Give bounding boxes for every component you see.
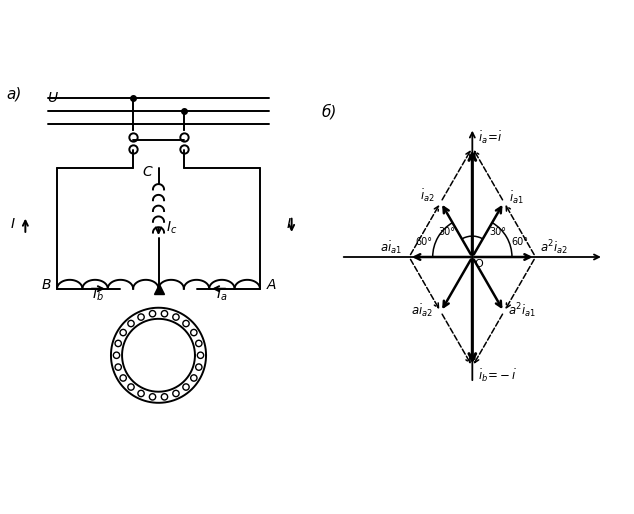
Text: $\dot{\imath}_{a2}$: $\dot{\imath}_{a2}$ (420, 188, 434, 204)
Text: б): б) (321, 103, 337, 119)
Text: $I_b$: $I_b$ (92, 286, 104, 303)
Text: 30°: 30° (489, 227, 506, 237)
Text: 30°: 30° (439, 227, 456, 237)
Text: A: A (266, 278, 276, 292)
Text: 60°: 60° (512, 237, 529, 247)
Text: I: I (287, 217, 291, 231)
Text: U: U (48, 90, 58, 105)
Text: O: O (474, 260, 483, 269)
Text: $I_a$: $I_a$ (216, 286, 227, 303)
Text: $a\dot{\imath}_{a1}$: $a\dot{\imath}_{a1}$ (380, 240, 402, 256)
Text: 60°: 60° (416, 237, 433, 247)
Text: $\dot{\imath}_b\!=\!-\dot{\imath}$: $\dot{\imath}_b\!=\!-\dot{\imath}$ (477, 368, 517, 384)
Text: C: C (143, 165, 152, 179)
Text: $a\dot{\imath}_{a2}$: $a\dot{\imath}_{a2}$ (411, 302, 434, 319)
Text: $a^2\dot{\imath}_{a1}$: $a^2\dot{\imath}_{a1}$ (508, 301, 536, 320)
Text: $I_c$: $I_c$ (166, 219, 178, 236)
Text: I: I (11, 217, 15, 231)
Text: $\dot{\imath}_a\!=\!\dot{\imath}$: $\dot{\imath}_a\!=\!\dot{\imath}$ (477, 130, 502, 146)
Text: B: B (41, 278, 51, 292)
Text: $a^2\dot{\imath}_{a2}$: $a^2\dot{\imath}_{a2}$ (540, 238, 568, 256)
Text: $\dot{\imath}_{a1}$: $\dot{\imath}_{a1}$ (509, 190, 524, 206)
Text: a): a) (6, 86, 22, 101)
